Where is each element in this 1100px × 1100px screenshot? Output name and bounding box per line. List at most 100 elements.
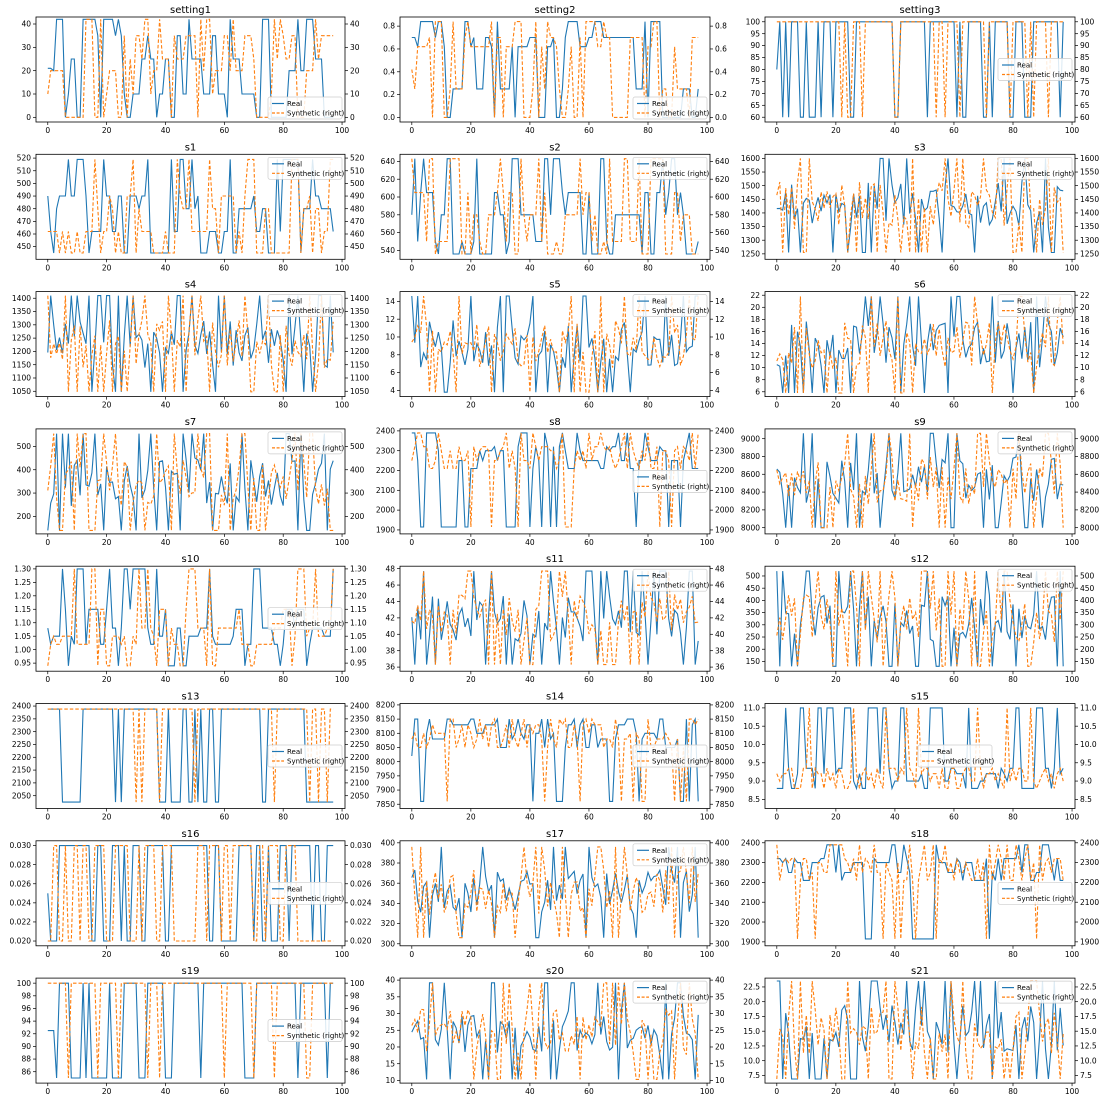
plot-frame (399, 840, 711, 947)
series-synthetic-line (411, 982, 699, 1080)
x-tick-label: 40 (890, 126, 900, 135)
y-tick-label: 200 (17, 512, 32, 521)
y-tick-label: 1.05 (14, 632, 31, 641)
y-tick-label: 450 (746, 584, 761, 593)
x-tick-label: 0 (409, 401, 414, 410)
y-right-tick-label: 12.5 (1080, 1042, 1097, 1051)
plot-frame (399, 565, 711, 672)
legend-box (997, 980, 1073, 1004)
x-tick-label: 40 (161, 1087, 171, 1096)
y-tick-label: 46 (385, 581, 395, 590)
y-tick-label: 2250 (12, 740, 31, 749)
y-right-tick-label: 22 (1080, 291, 1090, 300)
x-tick-label: 40 (161, 675, 171, 684)
legend-synthetic-label: Synthetic (right) (652, 856, 709, 864)
x-tick-label: 20 (102, 401, 112, 410)
legend-synthetic-label: Synthetic (right) (287, 620, 344, 628)
y-right-tick-label: 94 (350, 1017, 360, 1026)
subplot-title: s2 (549, 142, 561, 153)
y-right-tick-label: 7850 (715, 800, 734, 809)
y-tick-label: 8400 (741, 488, 760, 497)
x-tick-label: 60 (949, 538, 959, 547)
x-tick-label: 60 (584, 1087, 594, 1096)
y-tick-label: 400 (746, 596, 761, 605)
legend-box (267, 156, 343, 180)
y-tick-label: 94 (21, 1017, 31, 1026)
x-tick-label: 0 (774, 675, 779, 684)
y-tick-label: 42 (385, 613, 395, 622)
y-tick-label: 8100 (376, 729, 395, 738)
x-tick-label: 40 (161, 401, 171, 410)
x-tick-label: 100 (1065, 538, 1080, 547)
y-right-tick-label: 2300 (1080, 858, 1099, 867)
x-tick-label: 20 (831, 950, 841, 959)
legend-box (267, 294, 343, 317)
y-right-tick-label: 70 (1080, 89, 1090, 98)
y-right-tick-label: 1.10 (350, 618, 367, 627)
y-tick-label: 2050 (12, 791, 31, 800)
x-tick-label: 100 (1065, 813, 1080, 822)
y-tick-label: 1900 (741, 937, 760, 946)
y-tick-label: 95 (750, 29, 760, 38)
y-right-tick-label: 540 (715, 246, 730, 255)
y-right-tick-label: 0.0 (715, 113, 727, 122)
legend-real-label: Real (287, 160, 302, 168)
y-right-tick-label: 40 (715, 630, 725, 639)
y-right-tick-label: 8 (715, 350, 720, 359)
legend-real-label: Real (652, 100, 667, 108)
legend-box (267, 744, 343, 768)
y-tick-label: 360 (381, 879, 396, 888)
y-right-tick-label: 42 (715, 613, 725, 622)
x-tick-label: 60 (949, 950, 959, 959)
legend-synthetic-label: Synthetic (right) (652, 110, 709, 118)
series-real-line (776, 570, 1064, 667)
subplot-s5: s50 20 40 60 80 100468101214468101214RealSynt… (385, 280, 724, 410)
plot-frame (764, 840, 1076, 947)
y-right-tick-label: 9000 (1080, 434, 1099, 443)
y-right-tick-label: 1250 (1080, 249, 1099, 258)
plot-frame (35, 840, 346, 947)
y-tick-label: 1.15 (14, 605, 31, 614)
y-tick-label: 520 (17, 154, 32, 163)
plot-frame (35, 703, 346, 809)
legend-box (997, 294, 1073, 317)
x-tick-label: 60 (949, 126, 959, 135)
x-tick-label: 20 (466, 126, 476, 135)
y-tick-label: 40 (385, 630, 395, 639)
x-tick-label: 80 (643, 675, 653, 684)
y-right-tick-label: 600 (715, 193, 730, 202)
plot-frame (399, 291, 711, 398)
y-tick-label: 2300 (12, 727, 31, 736)
x-tick-label: 60 (949, 1087, 959, 1096)
y-tick-label: 500 (746, 572, 761, 581)
x-tick-label: 20 (831, 401, 841, 410)
y-right-tick-label: 8200 (715, 701, 734, 710)
legend-synthetic-label: Synthetic (right) (287, 1032, 344, 1040)
series-real-line (411, 295, 699, 393)
legend-real-label: Real (287, 1023, 302, 1031)
legend-real-label: Real (1017, 62, 1032, 70)
y-right-tick-label: 9.0 (1080, 777, 1092, 786)
y-right-tick-label: 460 (350, 230, 365, 239)
subplot-s1: s1 0 20 40 60 80 100 450 460 470 480 490 500 510 520 45… (17, 142, 365, 272)
y-tick-label: 0.95 (14, 659, 31, 668)
legend-box (997, 156, 1073, 180)
x-tick-label: 80 (1008, 950, 1018, 959)
y-tick-label: 0.6 (383, 45, 395, 54)
x-tick-label: 100 (700, 675, 715, 684)
x-tick-label: 0 (409, 813, 414, 822)
y-tick-label: 1250 (12, 334, 31, 343)
y-right-tick-label: 14 (715, 297, 725, 306)
x-tick-label: 40 (890, 675, 900, 684)
y-right-tick-label: 480 (350, 204, 365, 213)
x-tick-label: 60 (220, 538, 230, 547)
y-right-tick-label: 7.5 (1080, 1071, 1092, 1080)
y-tick-label: 460 (17, 230, 32, 239)
x-tick-label: 60 (584, 675, 594, 684)
